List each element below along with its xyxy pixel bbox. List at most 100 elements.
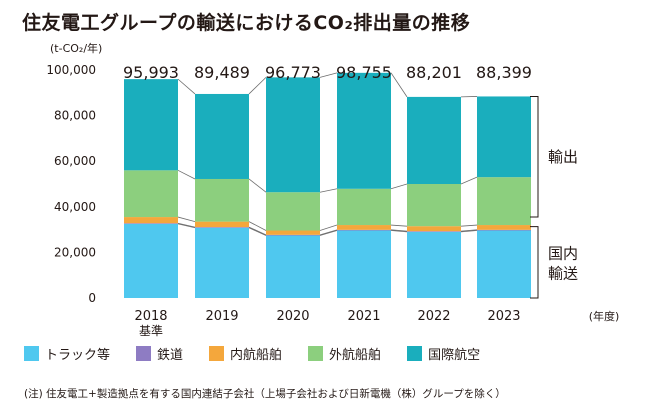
total-label: 88,201 xyxy=(406,63,462,82)
connector-line xyxy=(319,72,338,78)
chart-title: 住友電工グループの輸送におけるCO₂排出量の推移 xyxy=(22,12,471,34)
legend-item-rail: 鉄道 xyxy=(136,344,183,363)
legend-label-ocean-ship: 外航船舶 xyxy=(329,348,382,363)
bar-segment-鉄道 xyxy=(337,229,391,231)
bar-segment-外航船舶 xyxy=(195,178,249,222)
x-tick-label: 2021 xyxy=(347,309,380,324)
bar-segment-鉄道 xyxy=(407,231,461,232)
bar-segment-内航船舶 xyxy=(124,217,178,224)
bracket-export xyxy=(530,95,539,218)
connector-line xyxy=(390,230,408,233)
legend: トラック等 鉄道 内航船舶 外航船舶 国際航空 xyxy=(24,344,506,363)
bar-segment-外航船舶 xyxy=(337,188,391,226)
bar-segment-外航船舶 xyxy=(124,170,178,218)
y-tick-label: 40,000 xyxy=(54,200,96,214)
bar-segment-鉄道 xyxy=(195,227,249,228)
legend-item-ocean-ship: 外航船舶 xyxy=(308,344,381,363)
x-tick-label: 2018 xyxy=(134,309,167,324)
legend-label-coastal-ship: 内航船舶 xyxy=(230,348,283,363)
connector-line xyxy=(390,72,408,98)
bar-segment-トラック等 xyxy=(407,231,461,298)
x-tick-label: 2020 xyxy=(276,309,309,324)
connector-line xyxy=(248,178,267,193)
bar-segment-鉄道 xyxy=(124,223,178,224)
total-label: 96,773 xyxy=(265,63,321,82)
bar-segment-鉄道 xyxy=(477,229,531,231)
connector-line xyxy=(177,216,196,223)
y-tick-label: 60,000 xyxy=(54,154,96,168)
legend-label-air: 国際航空 xyxy=(428,348,481,363)
bracket-export-label: 輸出 xyxy=(548,148,578,166)
legend-label-truck: トラック等 xyxy=(45,348,111,363)
bar-segment-トラック等 xyxy=(337,230,391,298)
bar-segment-内航船舶 xyxy=(337,225,391,230)
connector-line xyxy=(390,229,408,232)
bracket-domestic-label-line1: 国内 xyxy=(548,244,578,262)
x-tick-label: 2019 xyxy=(205,309,238,324)
connector-line xyxy=(177,223,196,229)
connector-line xyxy=(460,230,478,233)
bar-segment-国際航空 xyxy=(266,77,320,193)
legend-item-air: 国際航空 xyxy=(407,344,480,363)
bar-segment-内航船舶 xyxy=(195,221,249,228)
legend-item-coastal-ship: 内航船舶 xyxy=(209,344,282,363)
bar-segment-内航船舶 xyxy=(477,225,531,230)
connector-line xyxy=(460,229,478,232)
bar-segment-国際航空 xyxy=(124,79,178,171)
connector-line xyxy=(390,224,408,227)
connector-line xyxy=(319,188,338,193)
total-label: 89,489 xyxy=(194,63,250,82)
connector-line xyxy=(460,224,478,227)
bracket-domestic xyxy=(530,226,539,299)
legend-swatch-coastal-ship xyxy=(209,346,225,361)
connector-line xyxy=(177,169,196,180)
connector-line xyxy=(460,176,478,185)
connector-line xyxy=(177,222,196,228)
legend-swatch-truck xyxy=(24,346,39,361)
total-label: 98,755 xyxy=(336,63,392,82)
connector-line xyxy=(390,183,408,190)
legend-label-rail: 鉄道 xyxy=(157,348,184,363)
x-axis-unit-label: (年度) xyxy=(589,309,620,323)
bar-segment-鉄道 xyxy=(266,234,320,236)
bracket-domestic-label-line2: 輸送 xyxy=(548,264,578,282)
bar-segment-国際航空 xyxy=(337,72,391,189)
bar-segment-内航船舶 xyxy=(266,230,320,235)
bar-segment-トラック等 xyxy=(195,227,249,298)
y-tick-label: 0 xyxy=(88,291,96,305)
bar-segment-国際航空 xyxy=(477,96,531,178)
bar-segment-国際航空 xyxy=(407,96,461,184)
connector-line xyxy=(319,224,338,231)
total-label: 95,993 xyxy=(123,63,179,82)
y-axis-unit-label: (t-CO₂/年) xyxy=(50,41,102,55)
connector-line xyxy=(248,227,267,236)
bar-segment-トラック等 xyxy=(266,235,320,298)
bar-segment-内航船舶 xyxy=(407,226,461,232)
bar-segment-外航船舶 xyxy=(266,192,320,231)
footnote: (注) 住友電工+製造拠点を有する国内連結子会社（上場子会社および日新電機（株）… xyxy=(24,388,506,400)
connector-line xyxy=(319,229,338,236)
bar-segment-トラック等 xyxy=(477,230,531,298)
x-tick-label: 2023 xyxy=(487,309,520,324)
bar-segment-国際航空 xyxy=(195,93,249,179)
y-tick-label: 20,000 xyxy=(54,245,96,259)
connector-line xyxy=(248,226,267,236)
connector-line xyxy=(248,77,267,95)
connector-line xyxy=(248,221,267,231)
x-tick-label: 2022 xyxy=(417,309,450,324)
connector-line xyxy=(319,230,338,236)
bar-segment-トラック等 xyxy=(124,223,178,298)
y-tick-label: 100,000 xyxy=(46,63,96,77)
total-label: 88,399 xyxy=(476,63,532,82)
y-tick-label: 80,000 xyxy=(54,109,96,123)
legend-swatch-ocean-ship xyxy=(308,346,324,361)
x-tick-sublabel: 基準 xyxy=(139,323,163,338)
legend-swatch-rail xyxy=(136,346,152,361)
bar-segment-外航船舶 xyxy=(407,184,461,227)
connector-line xyxy=(177,78,196,95)
legend-item-truck: トラック等 xyxy=(24,344,110,363)
legend-swatch-air xyxy=(407,346,423,361)
bar-segment-外航船舶 xyxy=(477,177,531,226)
